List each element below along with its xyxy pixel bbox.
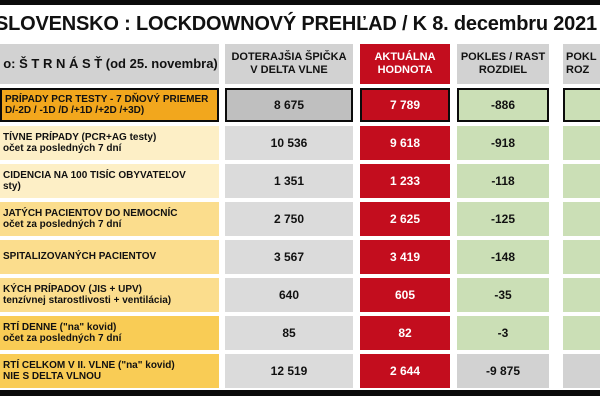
row-label: TÍVNE PRÍPADY (PCR+AG testy) očet za pos… (0, 126, 219, 160)
diff-cell: -118 (457, 164, 549, 198)
table-header-row: o: Š T R N Á S Ť (od 25. novembra) DOTER… (0, 44, 600, 84)
diff-percent-cell (563, 126, 600, 160)
current-cell: 82 (360, 316, 450, 350)
diff-percent-cell (563, 354, 600, 388)
table-row: RTÍ CELKOM V II. VLNE ("na" kovid) NIE S… (0, 354, 600, 388)
row-label: KÝCH PRÍPADOV (JIS + UPV) tenzívnej star… (0, 278, 219, 312)
table-row: JATÝCH PACIENTOV DO NEMOCNÍC očet za pos… (0, 202, 600, 236)
row-label: RTÍ DENNE ("na" kovid) očet za poslednýc… (0, 316, 219, 350)
diff-percent-cell (563, 202, 600, 236)
row-label: CIDENCIA NA 100 TISÍC OBYVATEĽOV sty) (0, 164, 219, 198)
table-row: TÍVNE PRÍPADY (PCR+AG testy) očet za pos… (0, 126, 600, 160)
diff-cell: -148 (457, 240, 549, 274)
diff-percent-cell (563, 278, 600, 312)
current-cell: 605 (360, 278, 450, 312)
diff-cell: -9 875 (457, 354, 549, 388)
current-cell: 2 625 (360, 202, 450, 236)
peak-cell: 10 536 (225, 126, 353, 160)
peak-cell: 85 (225, 316, 353, 350)
row-label: SPITALIZOVANÝCH PACIENTOV (0, 240, 219, 274)
table-row: SPITALIZOVANÝCH PACIENTOV 3 567 3 419 -1… (0, 240, 600, 274)
row-label: RTÍ CELKOM V II. VLNE ("na" kovid) NIE S… (0, 354, 219, 388)
top-border-bar (0, 0, 600, 5)
page-title: SLOVENSKO : LOCKDOWNOVÝ PREHĽAD / K 8. d… (0, 13, 597, 35)
peak-cell: 12 519 (225, 354, 353, 388)
diff-cell: -886 (457, 88, 549, 122)
peak-cell: 640 (225, 278, 353, 312)
header-lockdown-day: o: Š T R N Á S Ť (od 25. novembra) (0, 44, 219, 84)
header-diff-percent-column: POKL ROZ (563, 44, 600, 84)
diff-cell: -3 (457, 316, 549, 350)
peak-cell: 2 750 (225, 202, 353, 236)
diff-percent-cell (563, 240, 600, 274)
diff-percent-cell (563, 316, 600, 350)
current-cell: 9 618 (360, 126, 450, 160)
peak-cell: 1 351 (225, 164, 353, 198)
bottom-border-bar (0, 390, 600, 396)
table-row: KÝCH PRÍPADOV (JIS + UPV) tenzívnej star… (0, 278, 600, 312)
header-peak-column: DOTERAJŠIA ŠPIČKA V DELTA VLNE (225, 44, 353, 84)
row-label: JATÝCH PACIENTOV DO NEMOCNÍC očet za pos… (0, 202, 219, 236)
current-cell: 3 419 (360, 240, 450, 274)
diff-cell: -918 (457, 126, 549, 160)
table-row: CIDENCIA NA 100 TISÍC OBYVATEĽOV sty) 1 … (0, 164, 600, 198)
diff-cell: -125 (457, 202, 549, 236)
current-cell: 1 233 (360, 164, 450, 198)
peak-cell: 8 675 (225, 88, 353, 122)
header-current-column: AKTUÁLNA HODNOTA (360, 44, 450, 84)
table-row: PRÍPADY PCR TESTY - 7 DŇOVÝ PRIEMER D/-2… (0, 88, 600, 122)
row-label: PRÍPADY PCR TESTY - 7 DŇOVÝ PRIEMER D/-2… (0, 88, 219, 122)
current-cell: 7 789 (360, 88, 450, 122)
diff-cell: -35 (457, 278, 549, 312)
peak-cell: 3 567 (225, 240, 353, 274)
header-diff-column: POKLES / RAST ROZDIEL (457, 44, 549, 84)
diff-percent-cell (563, 88, 600, 122)
table-row: RTÍ DENNE ("na" kovid) očet za poslednýc… (0, 316, 600, 350)
current-cell: 2 644 (360, 354, 450, 388)
diff-percent-cell (563, 164, 600, 198)
